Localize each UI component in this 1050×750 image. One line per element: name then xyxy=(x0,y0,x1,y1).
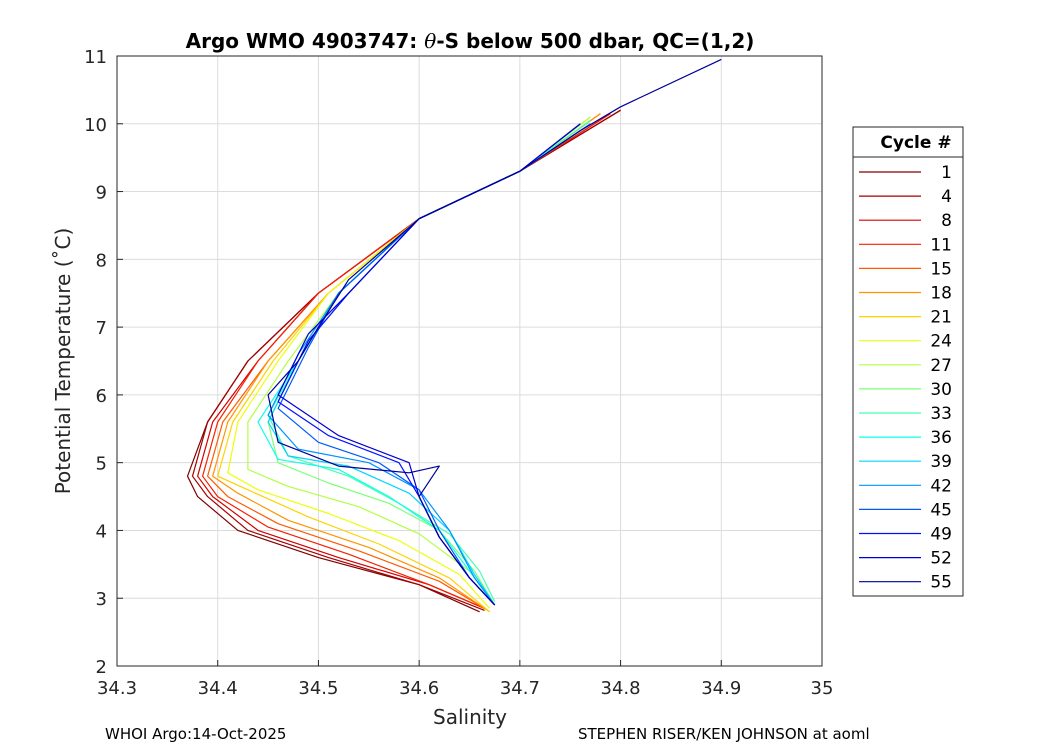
legend-label: 42 xyxy=(930,476,952,496)
legend-entry-8: 8 xyxy=(859,211,952,231)
grid-lines xyxy=(116,55,823,667)
legend-entry-4: 4 xyxy=(859,187,952,207)
legend-entry-30: 30 xyxy=(859,380,952,400)
y-tick-label: 8 xyxy=(96,250,107,271)
x-tick-label: 34.6 xyxy=(399,678,439,699)
legend-box xyxy=(852,126,964,597)
y-tick-label: 4 xyxy=(96,521,107,542)
y-tick-label: 10 xyxy=(84,115,107,136)
y-tick-label: 7 xyxy=(96,318,107,339)
legend-label: 27 xyxy=(930,356,952,376)
legend-entry-39: 39 xyxy=(859,452,952,472)
legend-entry-18: 18 xyxy=(859,284,952,304)
legend-label: 55 xyxy=(930,573,952,593)
y-tick-label: 11 xyxy=(84,47,107,68)
legend-entry-55: 55 xyxy=(859,573,952,593)
legend-label: 45 xyxy=(930,500,952,520)
series-lines xyxy=(186,58,722,613)
chart-title: Argo WMO 4903747: θ-S below 500 dbar, QC… xyxy=(186,29,755,53)
legend-entry-11: 11 xyxy=(859,235,952,255)
x-axis-label: Salinity xyxy=(433,705,507,729)
y-tick-label: 2 xyxy=(96,657,107,678)
legend-label: 33 xyxy=(930,404,952,424)
legend-entry-15: 15 xyxy=(859,259,952,279)
legend-entry-27: 27 xyxy=(859,356,952,376)
legend-label: 21 xyxy=(930,308,952,328)
y-tick-label: 9 xyxy=(96,183,107,204)
legend-label: 39 xyxy=(930,452,952,472)
legend-entry-33: 33 xyxy=(859,404,952,424)
legend-label: 8 xyxy=(941,211,952,231)
x-tick-label: 34.8 xyxy=(601,678,641,699)
legend-label: 52 xyxy=(930,549,952,569)
legend: Cycle # 1 4 8 11 15 18 21 24 27 30 33 36 39 42 45 49 52 5… xyxy=(852,126,964,597)
legend-label: 11 xyxy=(930,235,952,255)
y-tick-label: 5 xyxy=(96,454,107,475)
legend-label: 1 xyxy=(941,163,952,183)
legend-label: 24 xyxy=(930,332,952,352)
y-tick-label: 3 xyxy=(96,589,107,610)
legend-title: Cycle # xyxy=(880,133,951,153)
series-line-cycle-55 xyxy=(267,58,722,606)
legend-entry-45: 45 xyxy=(859,500,952,520)
legend-entry-36: 36 xyxy=(859,428,952,448)
legend-label: 4 xyxy=(941,187,952,207)
legend-entry-52: 52 xyxy=(859,549,952,569)
legend-label: 36 xyxy=(930,428,952,448)
y-tick-labels: 2 3 4 5 6 7 8 9 10 11 xyxy=(84,47,107,678)
x-tick-label: 34.4 xyxy=(198,678,238,699)
plot-area xyxy=(117,56,822,666)
footer-credit: STEPHEN RISER/KEN JOHNSON at aoml xyxy=(578,725,870,743)
legend-entry-42: 42 xyxy=(859,476,952,496)
x-tick-labels: 34.3 34.4 34.5 34.6 34.7 34.8 34.9 35 xyxy=(97,678,833,699)
legend-label: 49 xyxy=(930,525,952,545)
legend-entries: 1 4 8 11 15 18 21 24 27 30 33 36 39 42 45 49 52 55 xyxy=(859,163,952,593)
legend-entry-1: 1 xyxy=(859,163,952,183)
legend-label: 15 xyxy=(930,259,952,279)
legend-entry-49: 49 xyxy=(859,525,952,545)
legend-label: 18 xyxy=(930,284,952,304)
x-tick-label: 34.7 xyxy=(500,678,540,699)
x-tick-label: 34.5 xyxy=(298,678,338,699)
legend-entry-21: 21 xyxy=(859,308,952,328)
y-axis-label: Potential Temperature (˚C) xyxy=(51,228,75,495)
x-tick-label: 34.3 xyxy=(97,678,137,699)
x-tick-label: 35 xyxy=(811,678,834,699)
legend-entry-24: 24 xyxy=(859,332,952,352)
legend-label: 30 xyxy=(930,380,952,400)
x-tick-label: 34.9 xyxy=(701,678,741,699)
plot-frame xyxy=(116,55,823,667)
footer-source: WHOI Argo:14-Oct-2025 xyxy=(105,725,287,743)
y-tick-label: 6 xyxy=(96,386,107,407)
